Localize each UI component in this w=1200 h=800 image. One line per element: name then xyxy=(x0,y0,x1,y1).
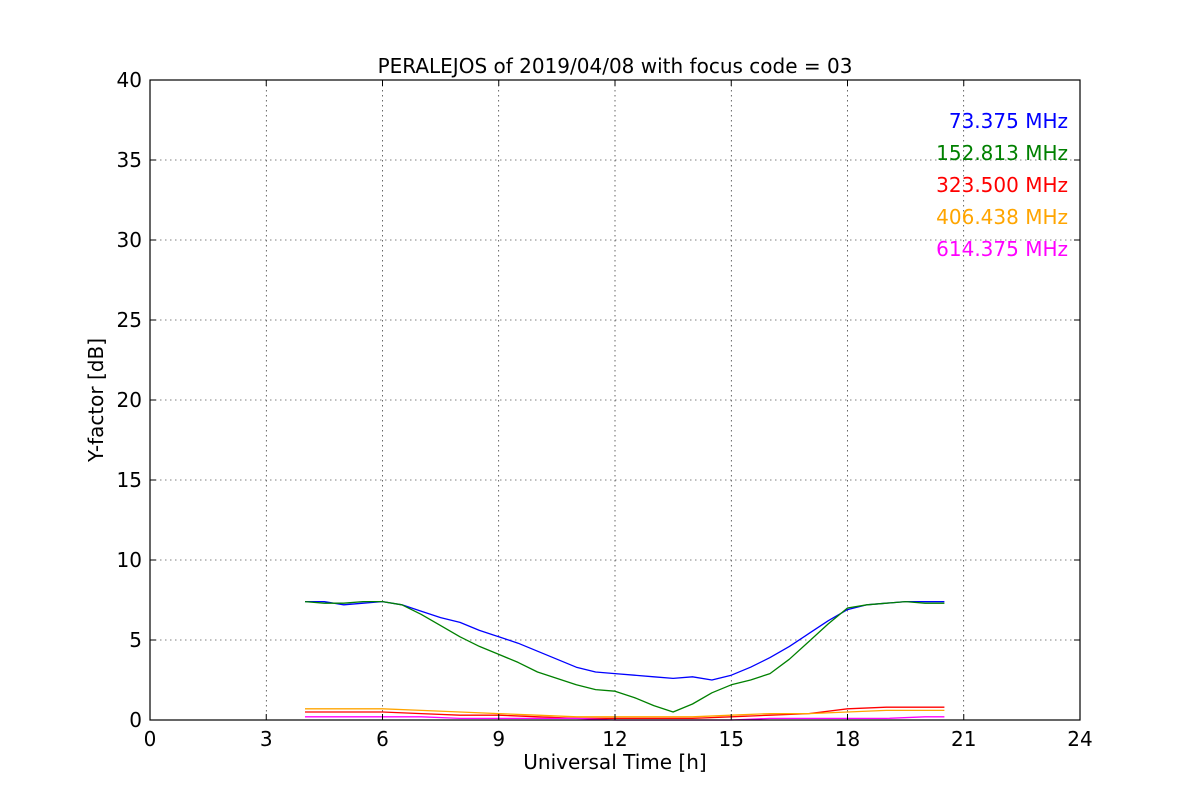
series-line-2 xyxy=(305,706,945,720)
x-tick-label: 18 xyxy=(835,727,860,751)
x-tick-label: 9 xyxy=(492,727,505,751)
x-tick-label: 6 xyxy=(376,727,389,751)
y-axis-label: Y-factor [dB] xyxy=(84,338,108,463)
y-tick-label: 10 xyxy=(117,548,142,572)
x-tick-label: 0 xyxy=(144,727,157,751)
legend-entry-4: 614.375 MHz xyxy=(936,237,1068,261)
ticks: 0 3 6 9 12 15 18 21 24 0 5 10 15 20 25 30 35 40 xyxy=(117,68,1093,751)
y-tick-label: 40 xyxy=(117,68,142,92)
series-group xyxy=(304,600,945,721)
y-tick-label: 0 xyxy=(129,708,142,732)
legend-entry-3: 406.438 MHz xyxy=(936,205,1068,229)
x-tick-label: 3 xyxy=(260,727,273,751)
y-tick-label: 20 xyxy=(117,388,142,412)
y-tick-label: 5 xyxy=(129,628,142,652)
legend-entry-2: 323.500 MHz xyxy=(936,173,1068,197)
grid xyxy=(150,80,1080,720)
y-tick-label: 25 xyxy=(117,308,142,332)
y-tick-label: 35 xyxy=(117,148,142,172)
x-axis-label: Universal Time [h] xyxy=(523,750,706,774)
x-tick-label: 24 xyxy=(1067,727,1092,751)
legend: 73.375 MHz 152.813 MHz 323.500 MHz 406.438 … xyxy=(936,109,1068,261)
legend-entry-1: 152.813 MHz xyxy=(936,141,1068,165)
series-line-1 xyxy=(304,600,945,713)
x-tick-label: 15 xyxy=(719,727,744,751)
y-tick-label: 30 xyxy=(117,228,142,252)
x-tick-label: 21 xyxy=(951,727,976,751)
series-line-3 xyxy=(305,708,945,718)
legend-entry-0: 73.375 MHz xyxy=(949,109,1068,133)
x-tick-label: 12 xyxy=(602,727,627,751)
y-tick-label: 15 xyxy=(117,468,142,492)
chart-title: PERALEJOS of 2019/04/08 with focus code … xyxy=(378,54,853,78)
